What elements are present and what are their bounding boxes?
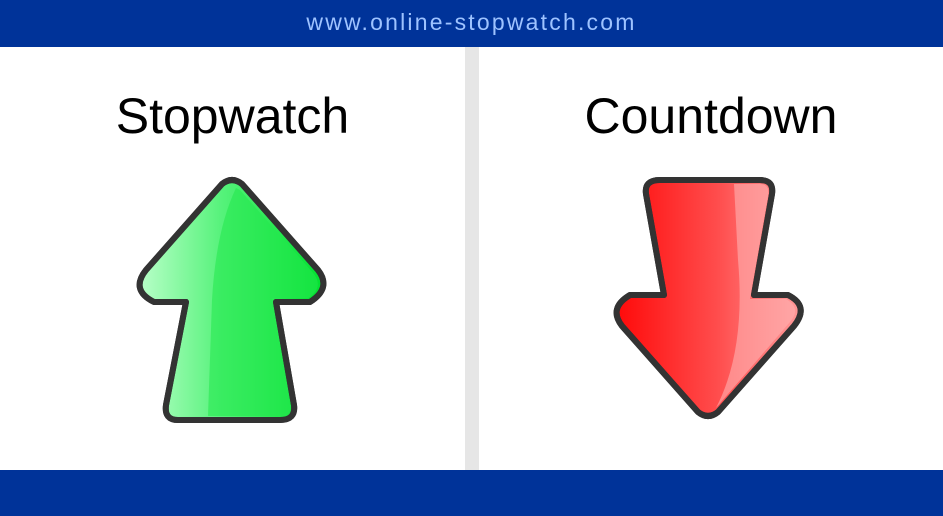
up-arrow-icon[interactable] [132,175,332,427]
stopwatch-option[interactable]: Stopwatch [0,47,465,470]
site-url-text[interactable]: www.online-stopwatch.com [306,9,637,35]
panel-divider [465,47,479,470]
stopwatch-title[interactable]: Stopwatch [115,88,350,144]
site-footer [0,470,943,516]
site-header: www.online-stopwatch.com [0,0,943,47]
countdown-title[interactable]: Countdown [584,88,838,144]
down-arrow-icon[interactable] [610,175,810,427]
countdown-option[interactable]: Countdown [479,47,943,470]
